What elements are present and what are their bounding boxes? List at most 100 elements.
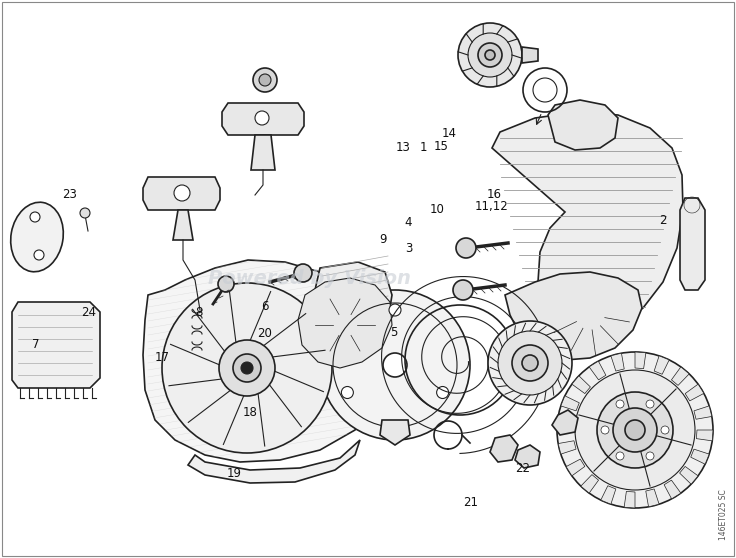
Polygon shape [515,445,540,468]
Polygon shape [492,112,683,332]
Circle shape [456,238,476,258]
Polygon shape [664,480,681,499]
Circle shape [453,280,473,300]
Text: 146ET025 SC: 146ET025 SC [719,489,728,540]
Circle shape [625,420,645,440]
Circle shape [485,50,495,60]
Text: 2: 2 [659,214,666,227]
Ellipse shape [11,202,63,272]
Circle shape [383,353,407,377]
Circle shape [320,290,470,440]
Polygon shape [315,262,392,330]
Polygon shape [558,441,576,454]
Circle shape [241,362,253,374]
Text: 24: 24 [81,306,96,319]
Circle shape [34,250,44,260]
Text: 17: 17 [155,350,169,364]
Circle shape [162,283,332,453]
Polygon shape [505,272,642,360]
Circle shape [219,340,275,396]
Text: 14: 14 [442,127,456,141]
Polygon shape [694,406,712,419]
Polygon shape [572,376,590,393]
Text: 21: 21 [464,496,478,509]
Polygon shape [173,210,193,240]
Polygon shape [680,198,705,290]
Polygon shape [490,435,518,462]
Text: 22: 22 [515,462,530,475]
Circle shape [575,370,695,490]
Polygon shape [298,278,392,368]
Text: 7: 7 [32,338,39,352]
Text: 16: 16 [487,187,502,201]
Text: 4: 4 [405,215,412,229]
Circle shape [218,276,234,292]
Circle shape [436,387,449,398]
Circle shape [498,331,562,395]
Text: 20: 20 [258,327,272,340]
Text: 1: 1 [420,141,427,155]
Circle shape [661,426,669,434]
Text: 10: 10 [430,203,445,216]
Circle shape [253,68,277,92]
Polygon shape [143,260,385,462]
Polygon shape [635,352,646,369]
Polygon shape [654,356,669,374]
Polygon shape [581,475,598,493]
Text: 18: 18 [243,406,258,420]
Polygon shape [222,103,304,135]
Circle shape [294,264,312,282]
Circle shape [30,212,40,222]
Circle shape [80,208,90,218]
Circle shape [389,304,401,316]
Polygon shape [561,396,579,411]
Polygon shape [690,449,710,464]
Polygon shape [552,410,578,435]
Circle shape [468,33,512,77]
Polygon shape [251,135,275,170]
Text: 6: 6 [261,300,269,314]
Polygon shape [696,430,713,441]
Polygon shape [12,302,100,388]
Circle shape [616,400,624,408]
Circle shape [557,352,713,508]
Circle shape [478,43,502,67]
Circle shape [616,452,624,460]
Polygon shape [522,47,538,63]
Text: 11,12: 11,12 [475,200,509,213]
Polygon shape [188,440,360,483]
Text: 9: 9 [379,233,386,247]
Polygon shape [611,353,624,371]
Circle shape [522,355,538,371]
Polygon shape [557,419,573,430]
Polygon shape [589,361,606,380]
Text: 13: 13 [396,141,411,155]
Polygon shape [548,100,618,150]
Polygon shape [685,384,704,401]
Circle shape [488,321,572,405]
Polygon shape [601,485,616,504]
Circle shape [259,74,271,86]
Circle shape [174,185,190,201]
Polygon shape [380,420,410,445]
Circle shape [342,387,353,398]
Circle shape [601,426,609,434]
Circle shape [458,23,522,87]
Circle shape [613,408,657,452]
Circle shape [512,345,548,381]
Text: Powered by Vision: Powered by Vision [208,270,411,288]
Polygon shape [645,489,659,507]
Circle shape [646,452,654,460]
Text: 23: 23 [63,187,77,201]
Text: 5: 5 [390,325,397,339]
Text: 3: 3 [405,242,412,255]
Polygon shape [671,367,689,386]
Circle shape [597,392,673,468]
Polygon shape [143,177,220,210]
Circle shape [646,400,654,408]
Circle shape [233,354,261,382]
Polygon shape [566,459,585,476]
Text: 19: 19 [227,466,241,480]
Text: 8: 8 [195,306,202,319]
Text: 15: 15 [434,140,449,153]
